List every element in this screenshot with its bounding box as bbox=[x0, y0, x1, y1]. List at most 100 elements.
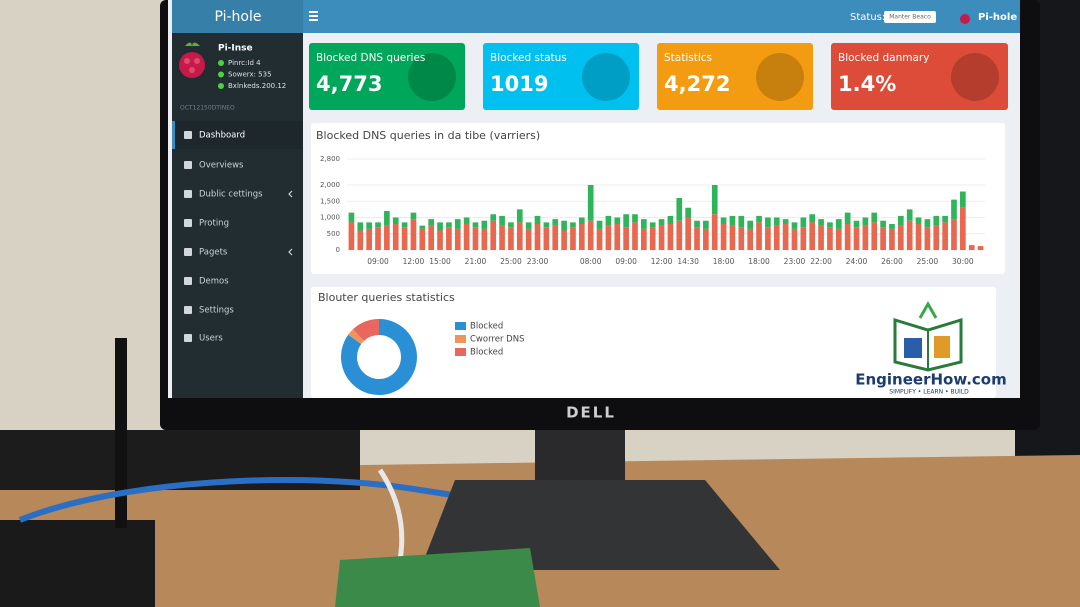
bar-segment bbox=[862, 225, 869, 250]
user-name: Pi-Inse bbox=[218, 44, 253, 54]
menu-item: Settings bbox=[199, 306, 234, 316]
bar-segment bbox=[968, 245, 975, 250]
bar-segment bbox=[951, 199, 957, 220]
bar-segment bbox=[747, 220, 754, 229]
bar-segment bbox=[729, 225, 736, 250]
bar-segment bbox=[942, 222, 948, 250]
bar-segment bbox=[720, 224, 727, 250]
bar-segment bbox=[641, 228, 647, 250]
legend-swatch bbox=[455, 348, 466, 356]
bar-segment bbox=[862, 217, 869, 226]
menu-icon bbox=[184, 277, 192, 285]
x-tick-label: 23:00 bbox=[784, 257, 806, 266]
active-item bbox=[172, 121, 303, 149]
card-value: 4,773 bbox=[316, 72, 382, 96]
bar-segment bbox=[384, 225, 390, 250]
stat-card bbox=[831, 43, 1008, 110]
bar-segment bbox=[375, 222, 381, 228]
x-tick-label: 30:00 bbox=[952, 257, 974, 266]
bar-segment bbox=[578, 224, 585, 250]
bar-segment bbox=[525, 222, 532, 229]
bar-segment bbox=[605, 215, 612, 226]
bar-segment bbox=[384, 211, 390, 226]
x-tick-label: 24:00 bbox=[846, 257, 868, 266]
x-tick-label: 14:30 bbox=[677, 257, 699, 266]
bar-segment bbox=[933, 225, 940, 250]
legend-label: Blocked bbox=[470, 322, 503, 332]
bar-segment bbox=[765, 217, 771, 228]
bar-segment bbox=[348, 222, 355, 250]
stat-card bbox=[657, 43, 813, 110]
bar-segment bbox=[844, 212, 851, 224]
bar-segment bbox=[614, 224, 621, 250]
x-tick-label: 12:00 bbox=[403, 257, 425, 266]
logo-bar bbox=[172, 0, 303, 33]
bar-segment bbox=[481, 228, 488, 250]
card-value: 1019 bbox=[490, 72, 548, 96]
cards: Blocked DNS queries 4,773 Blocked status 10… bbox=[309, 43, 1008, 110]
bar-segment bbox=[933, 215, 940, 226]
bar-segment bbox=[694, 227, 700, 250]
bar-segment bbox=[596, 228, 603, 250]
x-tick-label: 09:00 bbox=[367, 257, 389, 266]
bar-segment bbox=[410, 219, 417, 250]
bar-segment bbox=[410, 212, 417, 220]
bar-segment bbox=[738, 215, 745, 228]
watermark-name: EngineerHow.com bbox=[855, 371, 1007, 389]
menu-item: Users bbox=[199, 334, 223, 344]
bar-segment bbox=[392, 217, 399, 224]
bar-segment bbox=[463, 217, 470, 224]
bar-segment bbox=[490, 220, 497, 250]
bar-segment bbox=[924, 219, 931, 228]
x-tick-label: 08:00 bbox=[580, 257, 602, 266]
bar-segment bbox=[915, 217, 922, 224]
menu-icon bbox=[184, 190, 192, 198]
menu-icon bbox=[184, 161, 192, 169]
bar-segment bbox=[977, 246, 984, 250]
menu-icon bbox=[184, 131, 192, 139]
bar-segment bbox=[543, 222, 550, 228]
stat-card bbox=[309, 43, 465, 110]
bar-segment bbox=[880, 220, 886, 228]
card-icon bbox=[582, 53, 630, 101]
brand-icon bbox=[960, 14, 970, 24]
status-dot bbox=[218, 60, 224, 66]
bar-segment bbox=[871, 222, 878, 250]
bar-segment bbox=[552, 219, 559, 226]
bar-segment bbox=[711, 214, 718, 250]
bar-segment bbox=[729, 215, 736, 226]
bar-segment bbox=[463, 224, 470, 250]
bar-segment bbox=[765, 227, 771, 250]
bar-segment bbox=[446, 227, 452, 250]
bar-segment bbox=[685, 217, 691, 250]
bar-segment bbox=[951, 219, 957, 250]
menu-icon bbox=[184, 248, 192, 256]
bar-segment bbox=[889, 228, 895, 250]
bar-segment bbox=[375, 227, 381, 250]
chart-title: Blocked DNS queries in da tibe (varriers… bbox=[316, 129, 540, 142]
bar-segment bbox=[880, 227, 886, 250]
bar-segment bbox=[446, 222, 452, 228]
x-tick-label: 09:00 bbox=[615, 257, 637, 266]
bar-segment bbox=[711, 185, 718, 215]
bar-segment bbox=[897, 225, 904, 250]
card-title: Blocked danmary bbox=[838, 52, 929, 64]
y-tick-label: 1,500 bbox=[320, 197, 340, 205]
bar-segment bbox=[614, 217, 621, 224]
bar-segment bbox=[419, 225, 426, 229]
bar-segment bbox=[543, 227, 550, 250]
menu-toggle[interactable] bbox=[309, 11, 318, 21]
bar-segment bbox=[578, 217, 585, 224]
donut-slice bbox=[348, 329, 364, 345]
bar-segment bbox=[658, 225, 665, 250]
bar-segment bbox=[889, 224, 895, 229]
bar-segment bbox=[366, 228, 372, 250]
status-line: Bxlnkeds.200.12 bbox=[228, 82, 286, 90]
cable bbox=[377, 468, 405, 561]
status-dot bbox=[218, 83, 224, 89]
x-tick-label: 12:00 bbox=[651, 257, 673, 266]
menu-item: Dashboard bbox=[199, 131, 245, 141]
bar-segment bbox=[525, 228, 532, 250]
stat-card bbox=[483, 43, 639, 110]
card-icon bbox=[408, 53, 456, 101]
